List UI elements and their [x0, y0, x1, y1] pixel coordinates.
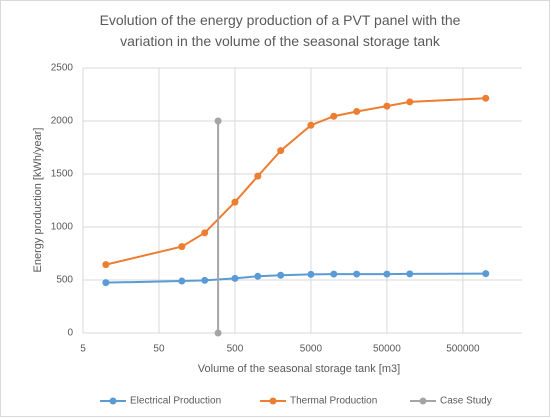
data-point	[231, 274, 239, 282]
data-point	[102, 279, 110, 287]
legend-label: Electrical Production	[130, 396, 221, 407]
data-point	[201, 276, 209, 284]
data-point	[307, 121, 315, 129]
x-tick-label: 50	[153, 344, 165, 355]
chart-title: Evolution of the energy production of a …	[99, 12, 461, 49]
data-point	[178, 243, 186, 251]
x-tick-label: 5	[80, 344, 86, 355]
data-point	[353, 270, 361, 278]
data-point	[201, 229, 209, 237]
series-line	[105, 272, 486, 284]
x-tick-label: 500000	[446, 344, 480, 355]
y-tick-label: 2000	[51, 116, 74, 127]
data-point	[214, 329, 222, 337]
data-point	[102, 261, 110, 269]
legend-marker	[269, 397, 277, 405]
data-point	[383, 270, 391, 278]
x-tick-label: 5000	[300, 344, 323, 355]
data-point	[214, 117, 222, 125]
data-point	[406, 270, 414, 278]
y-tick-label: 1000	[51, 222, 74, 233]
legend-label: Thermal Production	[290, 396, 377, 407]
data-point	[254, 172, 262, 180]
data-point	[277, 147, 285, 155]
y-tick-label: 500	[56, 275, 73, 286]
data-point	[383, 102, 391, 110]
data-point	[406, 98, 414, 106]
legend-marker	[419, 397, 427, 405]
data-point	[277, 271, 285, 279]
legend-marker	[109, 397, 117, 405]
y-tick-label: 2500	[51, 63, 74, 74]
data-point	[307, 270, 315, 278]
y-axis-label: Energy production [kWh/year]	[32, 128, 44, 273]
data-point	[330, 112, 338, 120]
y-tick-label: 1500	[51, 169, 74, 180]
x-tick-label: 50000	[373, 344, 401, 355]
data-point	[330, 270, 338, 278]
series-line	[105, 97, 486, 266]
x-tick-label: 500	[227, 344, 244, 355]
data-point	[178, 277, 186, 285]
data-point	[231, 198, 239, 206]
legend-label: Case Study	[440, 396, 492, 407]
x-axis-label: Volume of the seasonal storage tank [m3]	[198, 363, 400, 375]
data-point	[254, 272, 262, 280]
data-point	[353, 107, 361, 115]
data-point	[482, 270, 490, 278]
y-tick-label: 0	[67, 328, 73, 339]
data-point	[482, 94, 490, 102]
